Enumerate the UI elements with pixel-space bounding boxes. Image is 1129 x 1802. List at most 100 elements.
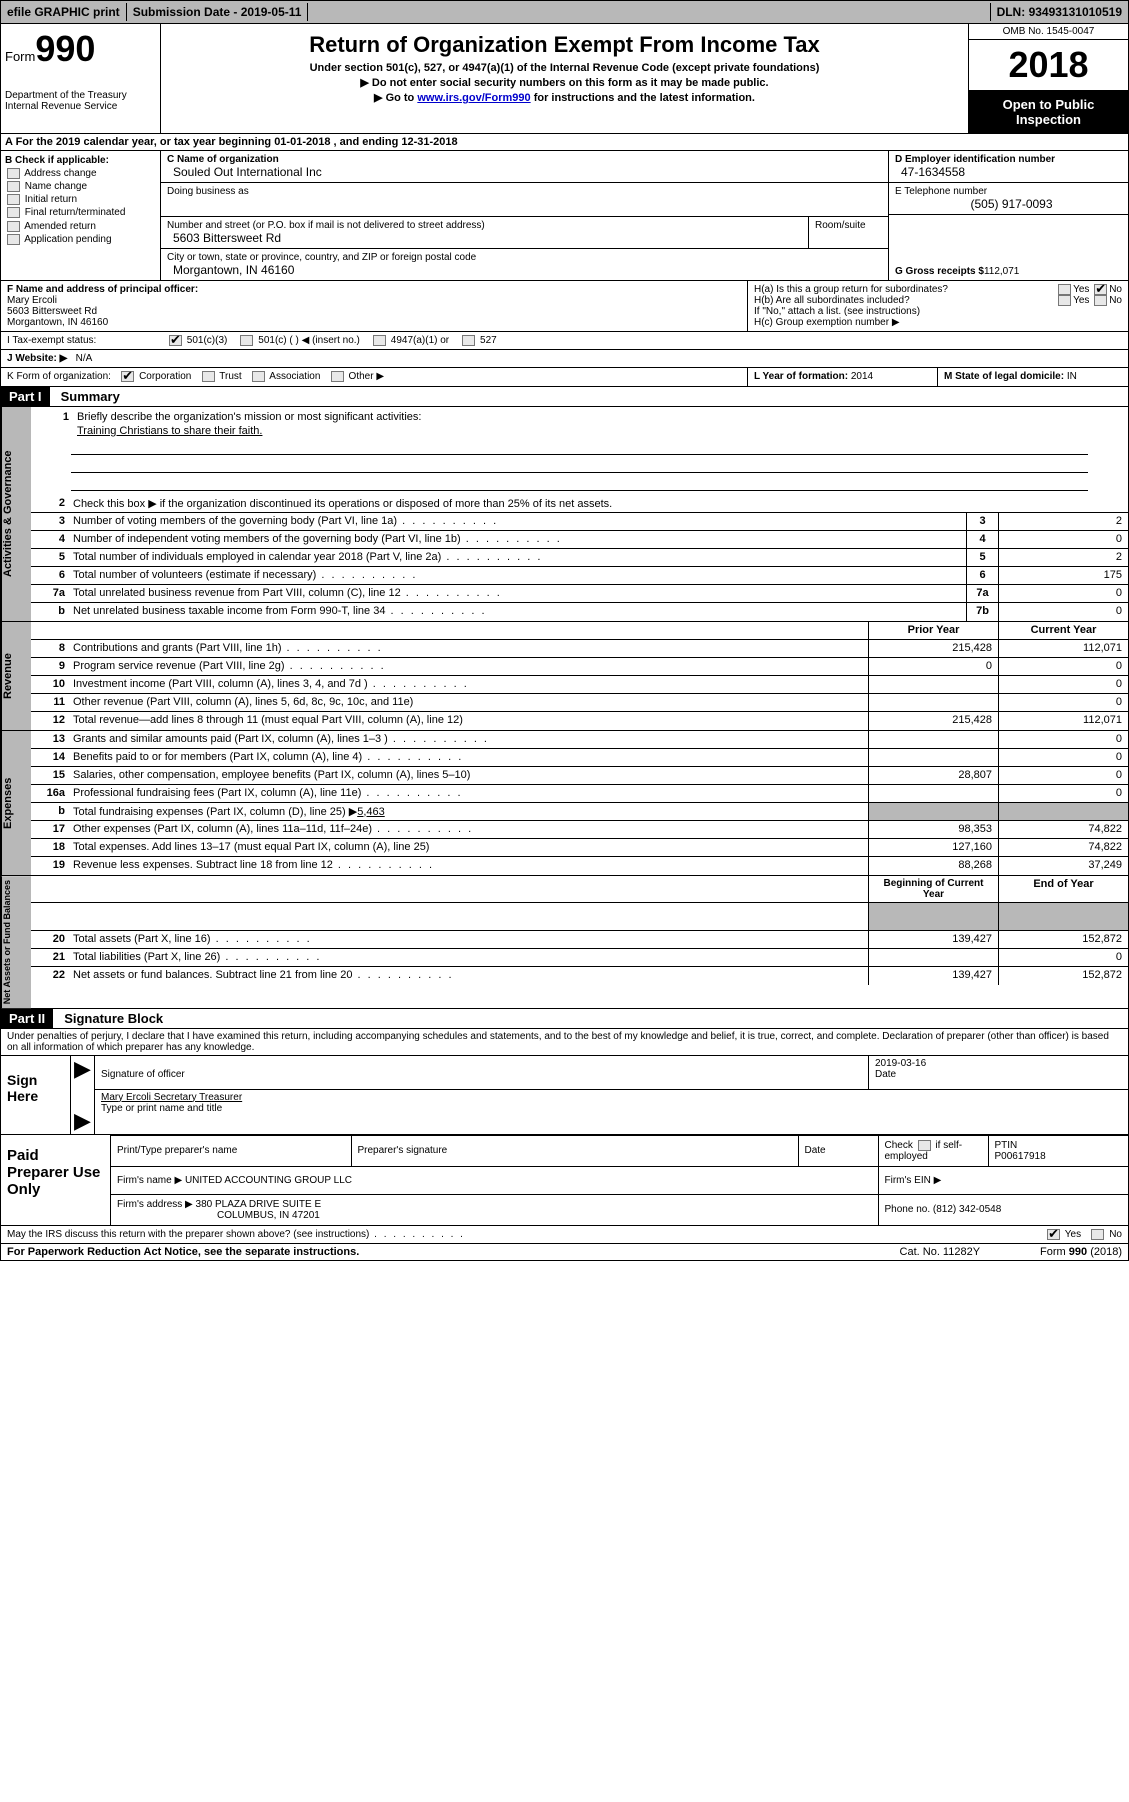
sig-date-label: Date <box>875 1069 896 1080</box>
line7b-val: 0 <box>998 603 1128 621</box>
prep-name-label: Print/Type preparer's name <box>111 1135 351 1166</box>
line16a-cy: 0 <box>998 785 1128 802</box>
name-title-label: Type or print name and title <box>101 1103 222 1114</box>
prep-date-label: Date <box>798 1135 878 1166</box>
part2-header: Part II Signature Block <box>0 1009 1129 1029</box>
cb-application-pending[interactable]: Application pending <box>5 234 156 245</box>
irs-link[interactable]: www.irs.gov/Form990 <box>417 92 530 104</box>
cb-name-change[interactable]: Name change <box>5 181 156 192</box>
cb-501c[interactable] <box>240 335 253 346</box>
prep-ptin-cell: PTINP00617918 <box>988 1135 1128 1166</box>
line6-val: 175 <box>998 567 1128 584</box>
k-label: K Form of organization: <box>7 372 111 383</box>
preparer-table: Print/Type preparer's name Preparer's si… <box>111 1135 1128 1225</box>
line7a-text: Total unrelated business revenue from Pa… <box>69 585 966 602</box>
line11-cy: 0 <box>998 694 1128 711</box>
vlabel-expenses: Expenses <box>1 731 31 875</box>
line21-cy: 0 <box>998 949 1128 966</box>
hdr-end-year: End of Year <box>998 876 1128 902</box>
cb-corporation[interactable] <box>121 371 134 382</box>
fundraising-exp: 5,463 <box>357 806 385 818</box>
ha-label: H(a) Is this a group return for subordin… <box>754 284 948 295</box>
inspection-badge: Open to PublicInspection <box>969 91 1128 133</box>
city-state-zip: Morgantown, IN 46160 <box>167 263 294 277</box>
irs-label: Internal Revenue Service <box>5 101 156 112</box>
firm-name-cell: Firm's name ▶ UNITED ACCOUNTING GROUP LL… <box>111 1166 878 1194</box>
line13-text: Grants and similar amounts paid (Part IX… <box>69 731 868 748</box>
hdr-prior-year: Prior Year <box>868 622 998 639</box>
line22-py: 139,427 <box>868 967 998 985</box>
subtitle-1: Under section 501(c), 527, or 4947(a)(1)… <box>169 62 960 74</box>
line9-text: Program service revenue (Part VIII, line… <box>69 658 868 675</box>
line12-text: Total revenue—add lines 8 through 11 (mu… <box>69 712 868 730</box>
hc-label: H(c) Group exemption number ▶ <box>754 317 1122 328</box>
header-center: Return of Organization Exempt From Incom… <box>161 24 968 133</box>
line15-py: 28,807 <box>868 767 998 784</box>
line14-text: Benefits paid to or for members (Part IX… <box>69 749 868 766</box>
cb-trust[interactable] <box>202 371 215 382</box>
line2-text: Check this box ▶ if the organization dis… <box>69 495 1128 512</box>
cb-initial-return[interactable]: Initial return <box>5 194 156 205</box>
blank-line <box>71 457 1088 473</box>
line21-text: Total liabilities (Part X, line 26) <box>69 949 868 966</box>
line17-py: 98,353 <box>868 821 998 838</box>
sign-here-label: Sign Here <box>1 1056 71 1134</box>
section-expenses: Expenses 13Grants and similar amounts pa… <box>0 731 1129 876</box>
line8-cy: 112,071 <box>998 640 1128 657</box>
part2-label: Part II <box>1 1009 53 1028</box>
col-b-checkboxes: B Check if applicable: Address change Na… <box>1 151 161 280</box>
discuss-row: May the IRS discuss this return with the… <box>0 1226 1129 1244</box>
signature-block: Under penalties of perjury, I declare th… <box>0 1029 1129 1135</box>
line3-text: Number of voting members of the governin… <box>69 513 966 530</box>
paid-preparer-block: Paid Preparer Use Only Print/Type prepar… <box>0 1135 1129 1226</box>
year-formation: 2014 <box>851 371 873 382</box>
h-note: If "No," attach a list. (see instruction… <box>754 306 1122 317</box>
cb-527[interactable] <box>462 335 475 346</box>
street-address: 5603 Bittersweet Rd <box>167 231 281 245</box>
discuss-yes[interactable] <box>1047 1229 1060 1240</box>
officer-name: Mary Ercoli <box>7 295 57 306</box>
firm-addr-cell: Firm's address ▶ 380 PLAZA DRIVE SUITE E… <box>111 1194 878 1225</box>
hb-no[interactable] <box>1094 295 1107 306</box>
footer-cat: Cat. No. 11282Y <box>900 1246 981 1258</box>
cb-amended-return[interactable]: Amended return <box>5 221 156 232</box>
line19-cy: 37,249 <box>998 857 1128 875</box>
cb-association[interactable] <box>252 371 265 382</box>
cb-other[interactable] <box>331 371 344 382</box>
line16a-text: Professional fundraising fees (Part IX, … <box>69 785 868 802</box>
line22-text: Net assets or fund balances. Subtract li… <box>69 967 868 985</box>
i-label: I Tax-exempt status: <box>1 332 161 349</box>
line20-cy: 152,872 <box>998 931 1128 948</box>
section-net-assets: Net Assets or Fund Balances Beginning of… <box>0 876 1129 1009</box>
firm-name: UNITED ACCOUNTING GROUP LLC <box>185 1175 352 1186</box>
dba-cell: Doing business as <box>161 183 888 217</box>
footer-form: Form 990 (2018) <box>1040 1246 1122 1258</box>
line20-text: Total assets (Part X, line 16) <box>69 931 868 948</box>
line15-cy: 0 <box>998 767 1128 784</box>
h-group: H(a) Is this a group return for subordin… <box>748 281 1128 331</box>
penalty-statement: Under penalties of perjury, I declare th… <box>1 1029 1128 1056</box>
omb-number: OMB No. 1545-0047 <box>969 24 1128 40</box>
hb-yes[interactable] <box>1058 295 1071 306</box>
line15-text: Salaries, other compensation, employee b… <box>69 767 868 784</box>
firm-addr2: COLUMBUS, IN 47201 <box>117 1210 320 1221</box>
row-klm: K Form of organization: Corporation Trus… <box>0 368 1129 386</box>
vlabel-net-assets: Net Assets or Fund Balances <box>1 876 31 1008</box>
line7a-val: 0 <box>998 585 1128 602</box>
paid-preparer-label: Paid Preparer Use Only <box>1 1135 111 1225</box>
submission-date: Submission Date - 2019-05-11 <box>127 3 309 21</box>
ha-no[interactable] <box>1094 284 1107 295</box>
sig-officer-label: Signature of officer <box>101 1069 185 1080</box>
discuss-text: May the IRS discuss this return with the… <box>1 1226 948 1243</box>
cb-self-employed[interactable] <box>918 1140 931 1151</box>
line16a-py <box>868 785 998 802</box>
discuss-no[interactable] <box>1091 1229 1104 1240</box>
cb-final-return[interactable]: Final return/terminated <box>5 207 156 218</box>
ha-yes[interactable] <box>1058 284 1071 295</box>
cb-501c3[interactable] <box>169 335 182 346</box>
cb-4947[interactable] <box>373 335 386 346</box>
line16b-text: Total fundraising expenses (Part IX, col… <box>69 803 868 820</box>
cb-address-change[interactable]: Address change <box>5 168 156 179</box>
line21-py <box>868 949 998 966</box>
line9-py: 0 <box>868 658 998 675</box>
